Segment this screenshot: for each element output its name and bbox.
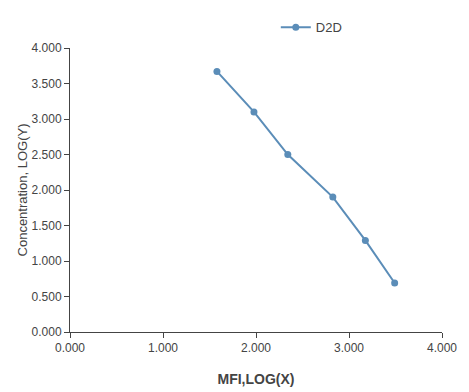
svg-text:2.500: 2.500 xyxy=(32,148,62,162)
svg-text:3.000: 3.000 xyxy=(32,112,62,126)
svg-text:2.000: 2.000 xyxy=(32,183,62,197)
svg-text:1.500: 1.500 xyxy=(32,219,62,233)
svg-text:4.000: 4.000 xyxy=(427,341,457,355)
svg-text:2.000: 2.000 xyxy=(241,341,271,355)
svg-text:D2D: D2D xyxy=(316,20,342,35)
svg-text:3.500: 3.500 xyxy=(32,77,62,91)
svg-text:1.000: 1.000 xyxy=(32,254,62,268)
svg-text:0.500: 0.500 xyxy=(32,290,62,304)
svg-text:4.000: 4.000 xyxy=(32,41,62,55)
svg-text:Concentration, LOG(Y): Concentration, LOG(Y) xyxy=(15,124,30,257)
svg-text:0.000: 0.000 xyxy=(55,341,85,355)
svg-text:3.000: 3.000 xyxy=(334,341,364,355)
svg-text:0.000: 0.000 xyxy=(32,325,62,339)
svg-text:MFI,LOG(X): MFI,LOG(X) xyxy=(218,371,295,387)
svg-text:1.000: 1.000 xyxy=(148,341,178,355)
